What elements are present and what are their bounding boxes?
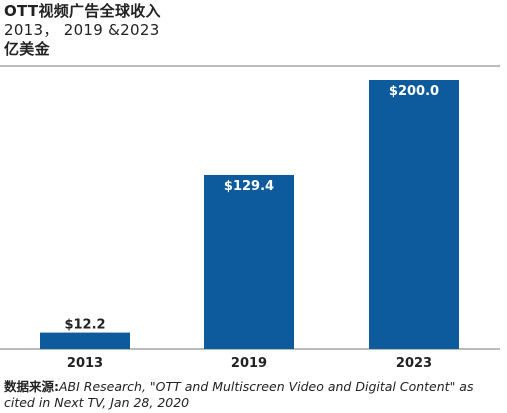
bar-2013	[40, 332, 130, 349]
x-tick-label-2019: 2019	[231, 356, 267, 371]
chart-title-line-2: 2013， 2019 &2023	[4, 21, 160, 39]
bar-2019	[204, 174, 294, 349]
data-label-2013: $12.2	[64, 318, 105, 333]
bar-chart: $12.2 2013 $129.4 2019 $200.0 2023	[0, 65, 500, 371]
source-note: 数据来源:ABI Research, "OTT and Multiscreen …	[4, 379, 504, 411]
chart-title-line-1: OTT视频广告全球收入	[4, 2, 161, 20]
x-tick-label-2013: 2013	[67, 356, 103, 371]
chart-title: OTT视频广告全球收入 2013， 2019 &2023 亿美金	[4, 2, 161, 59]
x-tick-label-2023: 2023	[396, 356, 432, 371]
data-label-2019: $129.4	[224, 179, 274, 194]
chart-title-line-3: 亿美金	[4, 40, 50, 58]
source-text: ABI Research, "OTT and Multiscreen Video…	[4, 379, 474, 410]
bar-2023	[369, 80, 459, 349]
source-label: 数据来源:	[4, 379, 59, 394]
data-label-2023: $200.0	[389, 84, 439, 99]
